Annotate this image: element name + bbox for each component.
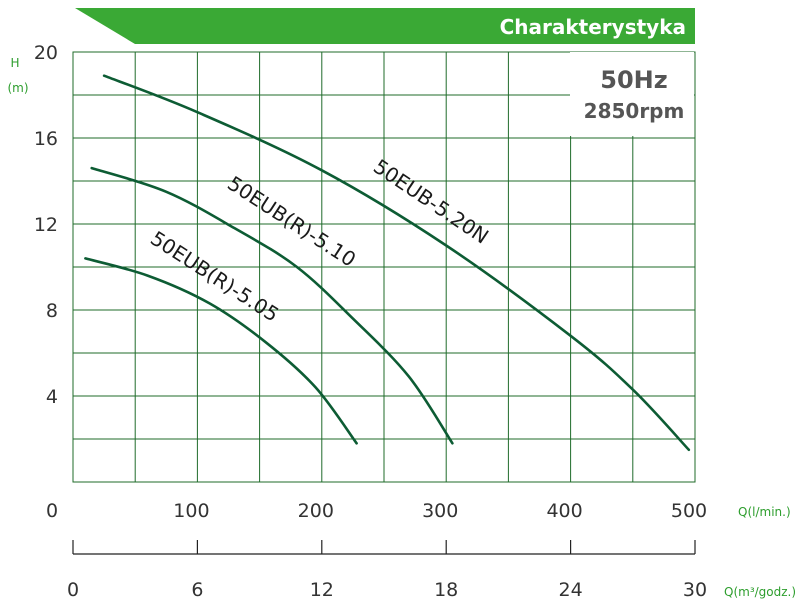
x-tick-label-primary: 400 xyxy=(546,500,582,522)
x-tick-label-secondary: 24 xyxy=(559,579,583,601)
title-banner xyxy=(75,8,695,44)
curve-5-20n xyxy=(102,74,691,452)
y-tick-label: 8 xyxy=(46,300,58,322)
x-tick-labels-secondary: 0 6 12 18 24 30 xyxy=(67,579,707,601)
y-tick-label: 12 xyxy=(34,214,58,236)
x-tick-label-primary: 200 xyxy=(298,500,334,522)
x-tick-label-secondary: 12 xyxy=(310,579,334,601)
x-tick-label-secondary: 6 xyxy=(191,579,203,601)
curve-5-05 xyxy=(84,257,358,445)
y-tick-label: 20 xyxy=(34,42,58,64)
x-tick-label-secondary: 30 xyxy=(683,579,707,601)
x-tick-label-primary: 0 xyxy=(46,500,58,522)
chart-title: Charakterystyka xyxy=(500,15,686,39)
curve-group xyxy=(84,74,691,452)
x-tick-label-secondary: 0 xyxy=(67,579,79,601)
x-axis-secondary-label: Q(m³/godz.) xyxy=(724,585,796,599)
curve-5-10 xyxy=(90,166,454,445)
x-tick-label-primary: 100 xyxy=(173,500,209,522)
x-tick-label-primary: 500 xyxy=(671,500,707,522)
speed-label: 2850rpm xyxy=(584,99,685,123)
x-axis-primary-label: Q(l/min.) xyxy=(738,505,791,519)
y-tick-label: 4 xyxy=(46,386,58,408)
x-tick-label-secondary: 18 xyxy=(434,579,458,601)
curve-label-5-05: 50EUB(R)-5.05 xyxy=(146,226,283,327)
info-box xyxy=(570,52,694,136)
frequency-label: 50Hz xyxy=(600,66,667,94)
x-tick-labels-primary: 0 100 200 300 400 500 xyxy=(46,500,707,522)
curve-label-5-10: 50EUB(R)-5.10 xyxy=(223,171,360,272)
x-tick-label-primary: 300 xyxy=(422,500,458,522)
y-tick-label: 16 xyxy=(34,128,58,150)
secondary-x-axis xyxy=(72,540,696,555)
y-axis-unit: (m) xyxy=(7,81,28,95)
y-axis-symbol: H xyxy=(10,56,19,70)
y-tick-labels: 4 8 12 16 20 xyxy=(34,42,58,408)
